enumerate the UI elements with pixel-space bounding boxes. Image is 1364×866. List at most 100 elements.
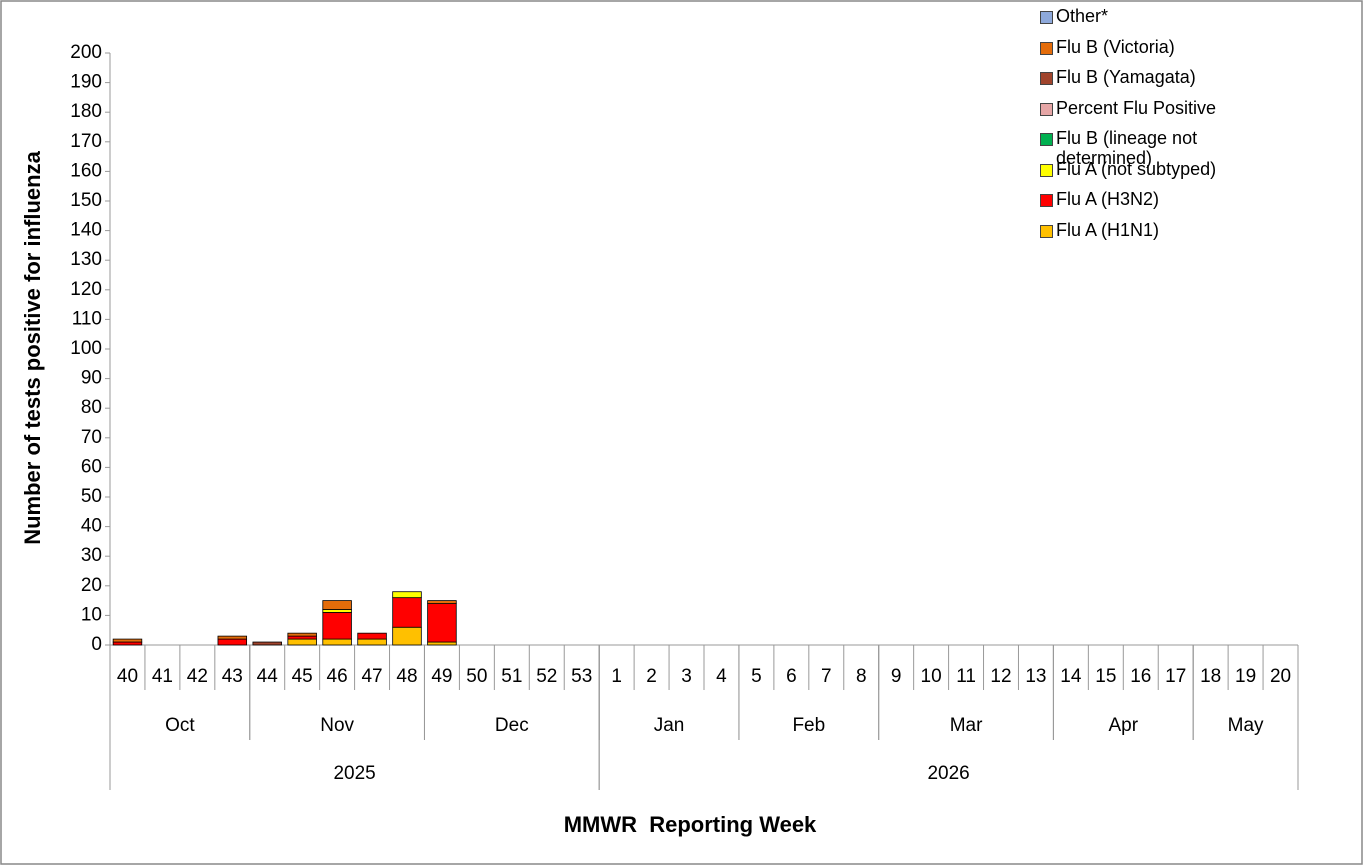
x-tick-label: 14: [1060, 666, 1082, 687]
legend-item: Flu A (H1N1): [1040, 220, 1280, 240]
y-tick-label: 150: [70, 190, 102, 211]
x-tick-label: 3: [681, 666, 692, 687]
y-tick-label: 110: [72, 308, 102, 329]
y-tick-label: 20: [81, 575, 102, 596]
legend-item: Flu A (not subtyped): [1040, 159, 1280, 179]
x-tick-label: 16: [1130, 666, 1151, 687]
x-tick-label: 9: [891, 666, 902, 687]
x-tick-label: 10: [921, 666, 942, 687]
y-tick-label: 50: [81, 486, 102, 507]
x-tick-label: 20: [1270, 666, 1291, 687]
x-tick-label: 13: [1025, 666, 1046, 687]
x-tick-label: 2: [646, 666, 657, 687]
x-tick-label: 49: [431, 666, 452, 687]
month-label: May: [1228, 715, 1264, 736]
bar-segment: [217, 635, 248, 640]
x-tick-label: 44: [257, 666, 279, 687]
bar-segment: [287, 635, 317, 640]
y-axis-title: Number of tests positive for influenza: [20, 150, 45, 544]
bar-segment: [392, 591, 422, 599]
y-tick-label: 0: [91, 634, 102, 655]
y-tick-label: 170: [70, 131, 102, 152]
x-axis-title: MMWR Reporting Week: [564, 812, 817, 837]
bar-segment: [427, 641, 457, 646]
x-tick-label: 46: [327, 666, 348, 687]
legend-item: Flu B (Yamagata): [1040, 67, 1280, 87]
y-tick-label: 40: [81, 516, 102, 537]
bar-segment: [357, 632, 387, 640]
y-tick-label: 60: [81, 456, 102, 477]
x-tick-label: 48: [396, 666, 417, 687]
legend-item: Other*: [1040, 6, 1280, 26]
y-tick-label: 130: [70, 249, 102, 270]
x-tick-label: 17: [1165, 666, 1186, 687]
legend-label: Flu A (H1N1): [1056, 219, 1160, 240]
month-label: Apr: [1109, 715, 1139, 736]
x-tick-label: 47: [361, 666, 382, 687]
bar-segment: [217, 638, 248, 646]
month-label: Mar: [950, 715, 983, 736]
bar-segment: [252, 641, 282, 646]
x-tick-label: 53: [571, 666, 592, 687]
y-tick-label: 200: [70, 42, 102, 63]
legend-swatch: [1040, 194, 1053, 207]
x-tick-label: 40: [117, 666, 138, 687]
x-tick-label: 42: [187, 666, 208, 687]
y-tick-label: 30: [81, 545, 102, 566]
x-tick-label: 19: [1235, 666, 1256, 687]
bar-segment: [357, 638, 387, 646]
legend-label: Flu B (lineage not determined): [1056, 128, 1198, 168]
x-tick-label: 45: [292, 666, 313, 687]
y-tick-label: 140: [70, 220, 102, 241]
bar-segment: [322, 612, 352, 640]
x-tick-label: 11: [956, 666, 976, 687]
x-tick-label: 7: [821, 666, 832, 687]
x-tick-label: 41: [152, 666, 173, 687]
x-tick-label: 43: [222, 666, 243, 687]
x-tick-label: 52: [536, 666, 557, 687]
bar-segment: [322, 609, 352, 613]
month-label: Feb: [792, 715, 825, 736]
legend-swatch: [1040, 102, 1053, 116]
bar-segment: [112, 641, 143, 646]
bar-segment: [287, 638, 317, 646]
x-tick-label: 5: [751, 666, 762, 687]
bar-segment: [392, 626, 422, 646]
y-tick-label: 100: [70, 338, 102, 359]
legend-item: Flu A (H3N2): [1040, 189, 1280, 209]
legend-swatch: [1040, 72, 1053, 85]
bar-segment: [427, 603, 457, 643]
month-label: Dec: [495, 715, 529, 736]
x-tick-label: 50: [466, 666, 487, 687]
legend-item: Percent Flu Positive: [1040, 98, 1280, 118]
bar-segment: [322, 638, 352, 646]
legend-label: Other*: [1056, 6, 1109, 26]
y-tick-label: 180: [70, 101, 102, 122]
month-label: Nov: [320, 715, 354, 736]
bar-segment: [392, 597, 422, 628]
x-tick-label: 18: [1200, 666, 1221, 687]
legend-swatch: [1040, 224, 1053, 238]
x-tick-label: 1: [611, 666, 622, 687]
bar-segment: [427, 600, 457, 604]
legend-item: Flu B (Victoria): [1040, 37, 1280, 57]
legend-label: Flu B (Victoria): [1056, 36, 1175, 57]
year-label: 2026: [927, 763, 969, 784]
legend-label: Flu A (H3N2): [1056, 189, 1160, 209]
bar-segment: [112, 638, 143, 643]
legend-swatch: [1040, 11, 1053, 24]
x-tick-label: 12: [990, 666, 1011, 687]
x-tick-label: 15: [1095, 666, 1116, 687]
x-tick-label: 51: [501, 666, 522, 687]
legend-label: Flu A (not subtyped): [1056, 158, 1217, 179]
legend-swatch: [1040, 163, 1053, 177]
y-tick-label: 10: [81, 604, 102, 625]
month-label: Jan: [654, 715, 685, 736]
legend-swatch: [1040, 41, 1053, 55]
legend-item: Flu B (lineage not determined): [1040, 128, 1280, 168]
y-tick-label: 160: [70, 160, 102, 181]
bar-segment: [322, 600, 352, 610]
year-label: 2025: [333, 763, 375, 784]
